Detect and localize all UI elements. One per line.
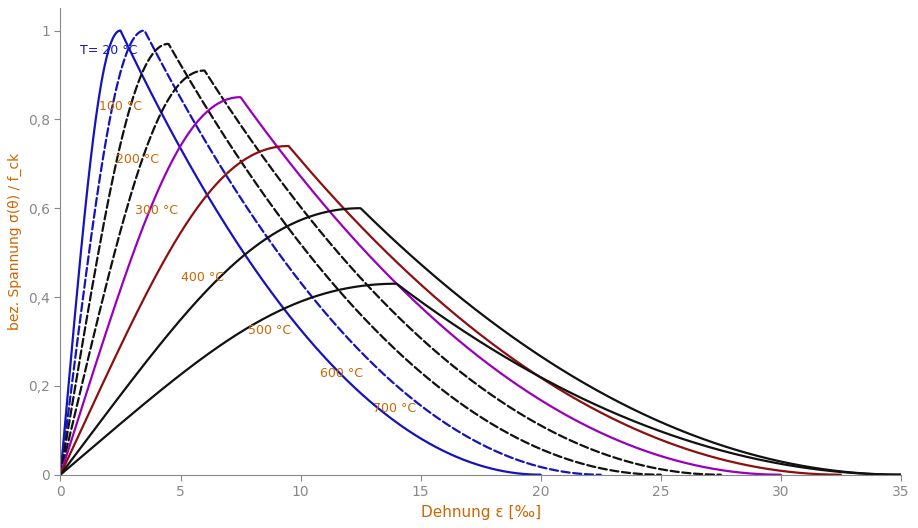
Text: 400 °C: 400 °C	[181, 270, 223, 284]
Text: T= 20 °C: T= 20 °C	[80, 44, 137, 57]
Text: 700 °C: 700 °C	[373, 402, 416, 416]
X-axis label: Dehnung ε [‰]: Dehnung ε [‰]	[420, 505, 541, 520]
Text: 100 °C: 100 °C	[99, 100, 142, 112]
Text: 200 °C: 200 °C	[116, 153, 159, 166]
Y-axis label: bez. Spannung σ(θ) / f_ck: bez. Spannung σ(θ) / f_ck	[8, 153, 22, 330]
Text: 600 °C: 600 °C	[319, 367, 363, 380]
Text: 300 °C: 300 °C	[135, 204, 178, 217]
Text: 500 °C: 500 °C	[248, 324, 291, 337]
